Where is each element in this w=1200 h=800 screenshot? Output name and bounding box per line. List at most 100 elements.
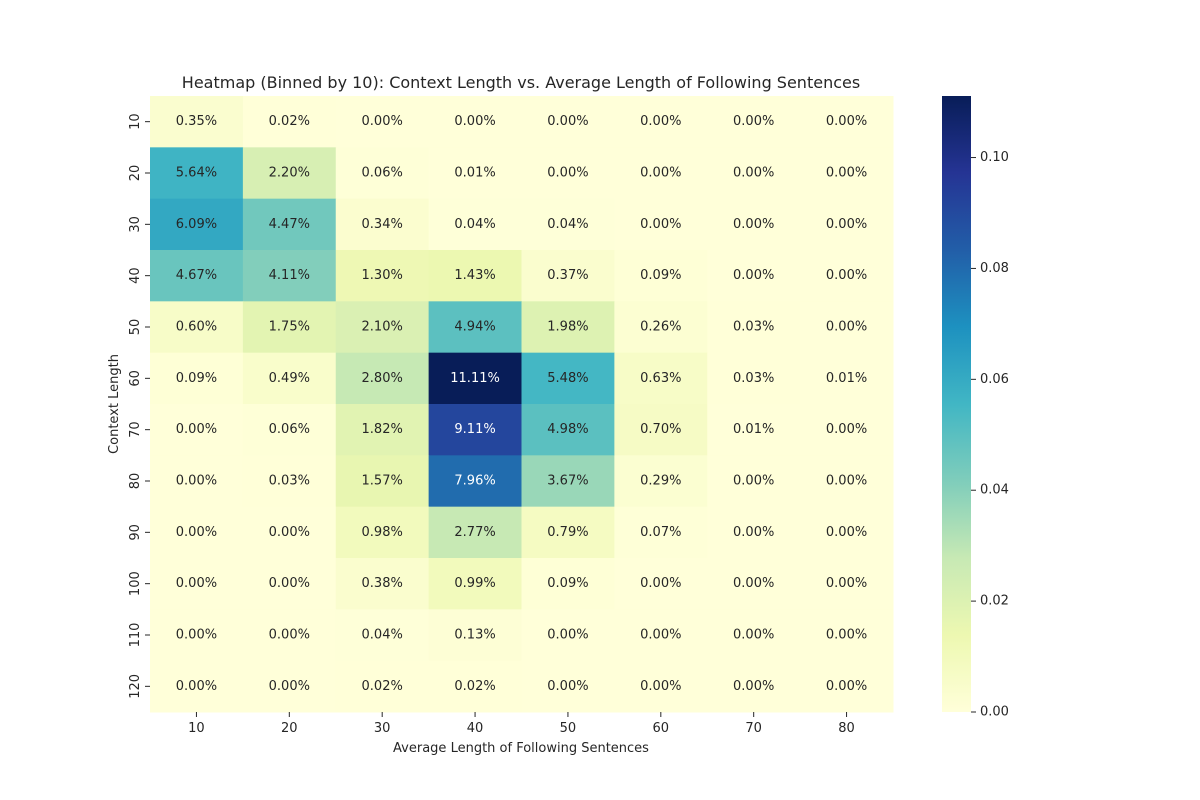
cell-annotation: 0.00% [826, 114, 867, 129]
heatmap-cell [428, 455, 522, 508]
cell-annotation: 0.00% [269, 628, 310, 643]
cell-annotation: 0.34% [362, 217, 403, 232]
y-tick-label: 20 [128, 165, 143, 182]
x-tick-label: 40 [467, 721, 484, 736]
y-tick-label: 80 [128, 473, 143, 490]
cell-annotation: 0.00% [640, 576, 681, 591]
heatmap-cell [707, 558, 801, 610]
cell-annotation: 0.00% [640, 166, 681, 181]
y-tick-label: 70 [128, 421, 143, 438]
cell-annotation: 0.00% [454, 114, 495, 129]
heatmap-cell [242, 404, 337, 456]
heatmap-cell [150, 147, 244, 200]
heatmap-cell [428, 352, 522, 405]
heatmap-cell [707, 198, 801, 251]
x-axis-ticks: 10 20 30 40 50 60 70 80 [188, 712, 855, 736]
cell-annotation: 0.00% [176, 576, 217, 591]
cell-annotation: 0.00% [269, 679, 310, 694]
heatmap-cell [521, 96, 615, 148]
heatmap-cell [335, 609, 430, 662]
colorbar-tick-label: 0.08 [980, 261, 1009, 276]
heatmap-cell [150, 352, 244, 405]
heatmap-cell [428, 404, 522, 456]
heatmap-cell [150, 96, 244, 148]
heatmap-cell [707, 352, 801, 405]
y-tick-label: 110 [128, 623, 143, 648]
x-tick-label: 50 [560, 721, 577, 736]
heatmap-cell [335, 660, 430, 713]
colorbar [942, 96, 971, 712]
cell-annotation: 6.09% [176, 217, 217, 232]
x-tick-label: 80 [838, 721, 855, 736]
cell-annotation: 2.80% [362, 371, 403, 386]
cell-annotation: 0.04% [362, 628, 403, 643]
heatmap-cell [800, 352, 894, 405]
y-axis-label: Context Length [107, 354, 122, 454]
cell-annotation: 4.67% [176, 268, 217, 283]
heatmap-cell [800, 250, 894, 302]
colorbar-tick-label: 0.04 [980, 483, 1009, 498]
heatmap-cell [242, 609, 337, 662]
cell-annotation: 4.47% [269, 217, 310, 232]
cell-annotation: 0.00% [733, 576, 774, 591]
cell-annotation: 1.57% [362, 474, 403, 489]
heatmap-cell [707, 506, 801, 559]
heatmap-cell [150, 660, 244, 713]
y-tick-label: 10 [128, 113, 143, 130]
colorbar-ticks: 0.00 0.02 0.04 0.06 0.08 0.10 [971, 150, 1009, 720]
heatmap-cell [614, 96, 708, 148]
y-tick-label: 60 [128, 370, 143, 387]
cell-annotation: 0.00% [269, 576, 310, 591]
cell-annotation: 0.00% [733, 114, 774, 129]
cell-annotation: 3.67% [547, 474, 588, 489]
heatmap-cell [150, 404, 244, 456]
cell-annotation: 0.07% [640, 525, 681, 540]
x-tick-label: 10 [188, 721, 205, 736]
cell-annotation: 5.64% [176, 166, 217, 181]
heatmap-cell [335, 198, 430, 251]
heatmap-cell [150, 455, 244, 508]
heatmap-cell [614, 250, 708, 302]
x-tick-label: 60 [653, 721, 670, 736]
heatmap-cell [707, 250, 801, 302]
cell-annotation: 0.38% [362, 576, 403, 591]
cell-annotation: 0.00% [640, 628, 681, 643]
cell-annotation: 2.20% [269, 166, 310, 181]
heatmap-cells: 0.35% 0.02% 0.00% 0.00% 0.00% 0.00% 0.00% 0.00%… [150, 96, 894, 713]
cell-annotation: 0.00% [826, 166, 867, 181]
cell-annotation: 0.00% [826, 628, 867, 643]
cell-annotation: 0.09% [640, 268, 681, 283]
cell-annotation: 1.98% [547, 320, 588, 335]
heatmap-cell [614, 404, 708, 456]
cell-annotation: 0.03% [733, 371, 774, 386]
cell-annotation: 1.82% [362, 422, 403, 437]
cell-annotation: 0.06% [269, 422, 310, 437]
cell-annotation: 0.00% [826, 525, 867, 540]
cell-annotation: 0.00% [176, 525, 217, 540]
cell-annotation: 0.00% [826, 320, 867, 335]
cell-annotation: 0.00% [176, 679, 217, 694]
heatmap-cell [521, 198, 615, 251]
heatmap-cell [800, 301, 894, 354]
cell-annotation: 0.00% [733, 268, 774, 283]
heatmap-cell [242, 301, 337, 354]
heatmap-cell [150, 506, 244, 559]
heatmap-cell [521, 609, 615, 662]
heatmap-cell [242, 147, 337, 200]
cell-annotation: 0.00% [826, 576, 867, 591]
cell-annotation: 0.00% [733, 217, 774, 232]
heatmap-cell [428, 96, 522, 148]
cell-annotation: 4.94% [454, 320, 495, 335]
heatmap-cell [150, 301, 244, 354]
cell-annotation: 0.00% [733, 628, 774, 643]
heatmap-cell [707, 455, 801, 508]
cell-annotation: 0.79% [547, 525, 588, 540]
cell-annotation: 0.00% [269, 525, 310, 540]
heatmap-cell [242, 96, 337, 148]
y-tick-label: 120 [128, 674, 143, 699]
heatmap-cell [521, 558, 615, 610]
y-tick-label: 30 [128, 216, 143, 233]
heatmap-cell [521, 352, 615, 405]
cell-annotation: 0.02% [454, 679, 495, 694]
cell-annotation: 0.00% [826, 268, 867, 283]
